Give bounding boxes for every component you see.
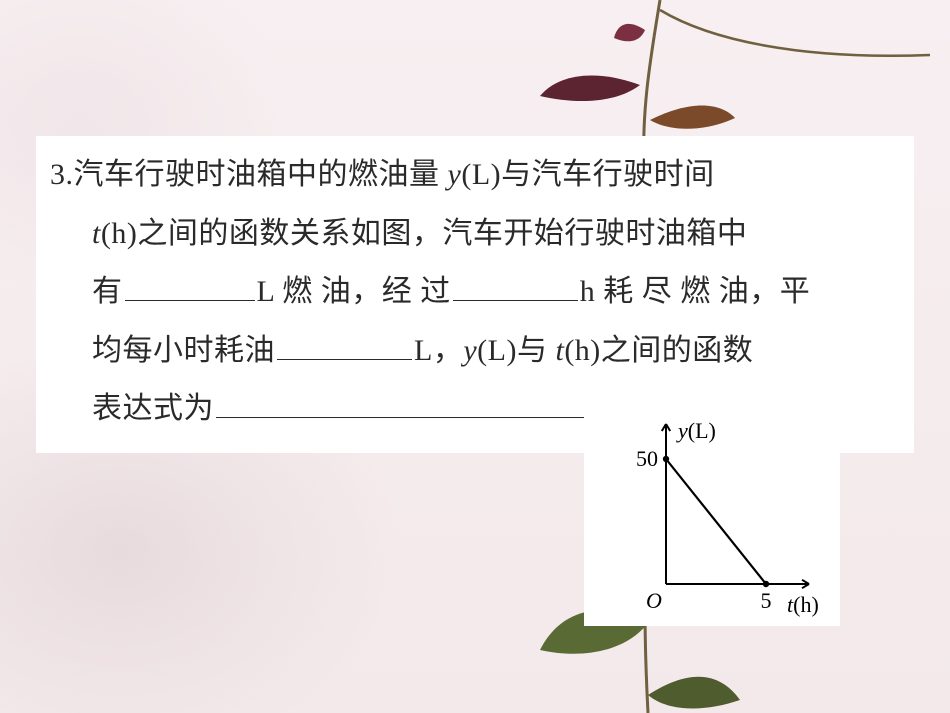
svg-text:y(L): y(L)	[676, 418, 716, 443]
var-t2: t	[555, 334, 564, 367]
unit-yL2: (L)	[477, 334, 517, 367]
text-l2b: 之间的函数关系如图，汽车开始行驶时油箱中	[137, 217, 747, 250]
text-l3c: h 耗 尽 燃 油，平	[580, 275, 811, 308]
blank-3	[277, 330, 412, 360]
blank-1	[125, 272, 255, 302]
unit-th2: (h)	[564, 334, 600, 367]
text-l4d: 之间的函数	[601, 334, 754, 367]
svg-text:t(h): t(h)	[787, 592, 819, 617]
problem-panel: 3.汽车行驶时油箱中的燃油量 y(L)与汽车行驶时间 t(h)之间的函数关系如图…	[36, 136, 914, 453]
blank-2	[453, 272, 578, 302]
text-l3b: L 燃 油，经 过	[257, 275, 451, 308]
text-l4b: L，	[414, 334, 463, 367]
blank-4	[216, 389, 636, 419]
problem-number: 3.	[50, 158, 74, 191]
unit-yL: (L)	[461, 158, 501, 191]
text-l3a: 有	[92, 275, 123, 308]
text-l4c: 与	[517, 334, 556, 367]
text-l1: 汽车行驶时油箱中的燃油量	[74, 158, 448, 191]
var-y2: y	[463, 334, 477, 367]
unit-th: (h)	[101, 217, 137, 250]
text-l1b: 与汽车行驶时间	[501, 158, 715, 191]
problem-line-1: 3.汽车行驶时油箱中的燃油量 y(L)与汽车行驶时间	[50, 146, 900, 205]
var-y: y	[448, 158, 462, 191]
fuel-chart-svg: 50 5 Oy(L) t(h)	[584, 414, 840, 626]
svg-text:O: O	[646, 588, 662, 613]
fuel-chart: 50 5 Oy(L) t(h)	[584, 414, 840, 626]
text-l5a: 表达式为	[92, 392, 214, 425]
page-root: 3.汽车行驶时油箱中的燃油量 y(L)与汽车行驶时间 t(h)之间的函数关系如图…	[0, 0, 950, 713]
problem-line-4: 均每小时耗油 L，y(L)与 t(h)之间的函数	[50, 322, 900, 381]
svg-text:50: 50	[636, 446, 658, 471]
text-l4a: 均每小时耗油	[92, 334, 275, 367]
problem-line-3: 有 L 燃 油，经 过 h 耗 尽 燃 油，平	[50, 263, 900, 322]
svg-text:5: 5	[761, 588, 772, 613]
var-t: t	[92, 217, 101, 250]
problem-line-2: t(h)之间的函数关系如图，汽车开始行驶时油箱中	[50, 205, 900, 264]
